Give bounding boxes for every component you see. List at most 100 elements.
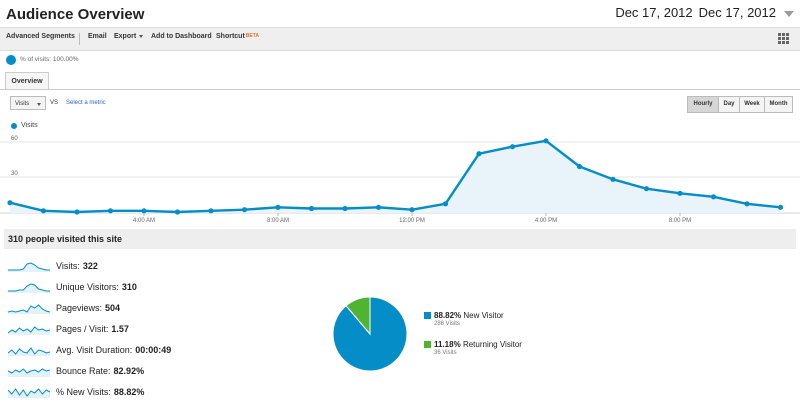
metric-value: 322 [82,261,98,271]
y-tick-label: 30 [11,171,18,177]
metric-label[interactable]: Pageviews: [56,303,103,313]
metric-row: Unique Visitors: 310 [8,279,137,295]
grid-view-icon[interactable] [778,33,789,44]
visits-data-point[interactable] [777,204,784,210]
metric-label[interactable]: Bounce Rate: [56,366,111,376]
visits-data-point[interactable] [241,207,248,213]
chevron-down-icon [784,10,794,17]
x-tick-label: 8:00 AM [267,218,289,224]
metric-value: 00:00:49 [135,345,172,355]
visits-data-point[interactable] [543,138,549,144]
x-tick-label: 4:00 AM [133,218,155,224]
summary-header-bar [4,229,796,249]
visits-data-point[interactable] [576,163,583,170]
metric-value: 82.92% [113,366,145,376]
new-visitor-visits: 286 Visits [434,321,460,327]
visits-data-point[interactable] [509,144,516,150]
sparkline-icon [8,261,50,272]
visits-data-point[interactable] [74,209,80,215]
visits-data-point[interactable] [409,207,415,213]
metric-row: Avg. Visit Duration: 00:00:49 [8,342,171,358]
visits-data-point[interactable] [610,176,616,182]
beta-badge: BETA [245,33,260,39]
toolbar-divider [79,33,80,45]
sparkline-icon [8,303,50,314]
metric-value: 310 [121,282,137,292]
metric-select[interactable]: Visits [10,96,46,110]
chevron-down-icon [37,103,41,106]
pie-legend-new: 88.82% New Visitor 286 Visits [424,311,504,327]
advanced-segments-button[interactable]: Advanced Segments [6,33,75,40]
new-visitor-percent: 88.82% [434,311,462,320]
metric-label[interactable]: Visits: [56,261,80,271]
visits-data-point[interactable] [7,200,13,206]
sparkline-icon [8,387,50,398]
tab-underline [0,89,800,90]
shortcut-label: Shortcut [216,33,245,40]
visits-data-point[interactable] [442,201,449,207]
tab-overview[interactable]: Overview [5,72,49,90]
metric-value: 88.82% [113,387,145,397]
range-month-button[interactable]: Month [764,96,793,113]
metric-row: Pages / Visit: 1.57 [8,321,129,337]
visits-data-point[interactable] [677,190,683,196]
visits-data-point[interactable] [710,194,717,200]
sparkline-icon [8,282,50,293]
page-title: Audience Overview [6,6,145,23]
x-tick-label: 12:00 PM [399,218,425,224]
visits-data-point[interactable] [476,151,482,157]
visits-data-point[interactable] [342,205,348,212]
x-tick-label: 4:00 PM [535,218,557,224]
new-visitor-label: New Visitor [463,311,504,320]
metric-row: Pageviews: 504 [8,300,120,316]
legend-swatch [424,341,431,348]
date-range-picker[interactable]: Dec 17, 2012 Dec 17, 2012 [615,5,794,20]
shortcut-button[interactable]: ShortcutBETA [216,33,259,40]
email-button[interactable]: Email [88,33,107,40]
visits-data-point[interactable] [744,201,750,207]
legend-swatch [11,123,17,129]
select-metric-link[interactable]: Select a metric [66,100,106,106]
visits-data-point[interactable] [208,208,214,214]
visits-data-point[interactable] [141,208,147,214]
metric-select-value: Visits [15,101,30,107]
visits-data-point[interactable] [643,186,650,192]
sparkline-icon [8,325,50,335]
sparkline-icon [8,346,50,356]
range-hourly-button[interactable]: Hourly [687,96,719,113]
metric-label[interactable]: % New Visits: [56,387,111,397]
visits-data-point[interactable] [40,208,47,214]
time-range-buttons: Hourly Day Week Month [687,96,793,113]
visits-data-point[interactable] [174,209,181,215]
visits-line-chart: 60 30 4:00 AM 8:00 AM 12:00 PM 4:00 PM 8:00 PM [0,136,800,224]
legend-label: Visits [21,122,38,129]
visits-area-fill [10,140,781,213]
metric-label[interactable]: Pages / Visit: [56,324,109,334]
metric-row: Bounce Rate: 82.92% [8,363,144,379]
visitor-type-pie-chart [332,296,408,372]
metric-label[interactable]: Unique Visitors: [56,282,119,292]
add-to-dashboard-button[interactable]: Add to Dashboard [151,33,212,40]
visits-data-point[interactable] [308,205,315,212]
y-tick-label: 60 [11,136,18,142]
chevron-down-icon [139,34,144,38]
date-end: Dec 17, 2012 [698,5,776,20]
summary-title: 310 people visited this site [8,234,123,244]
metric-value: 1.57 [111,324,129,334]
metric-label[interactable]: Avg. Visit Duration: [56,345,133,355]
returning-visitor-percent: 11.18% [434,340,461,349]
segment-color-dot [6,55,16,65]
visits-data-point[interactable] [375,204,382,210]
metric-row: % New Visits: 88.82% [8,384,144,400]
range-week-button[interactable]: Week [739,96,765,113]
sparkline-icon [8,367,50,377]
metric-value: 504 [105,303,121,313]
date-start: Dec 17, 2012 [615,5,693,20]
export-button[interactable]: Export [114,33,144,40]
visits-data-point[interactable] [107,208,114,214]
pie-slice-returning-visitor[interactable] [345,296,371,336]
range-day-button[interactable]: Day [718,96,740,113]
pie-legend-returning: 11.18% Returning Visitor 36 Visits [424,340,522,356]
returning-visitor-label: Returning Visitor [462,340,522,349]
visits-data-point[interactable] [275,204,281,210]
